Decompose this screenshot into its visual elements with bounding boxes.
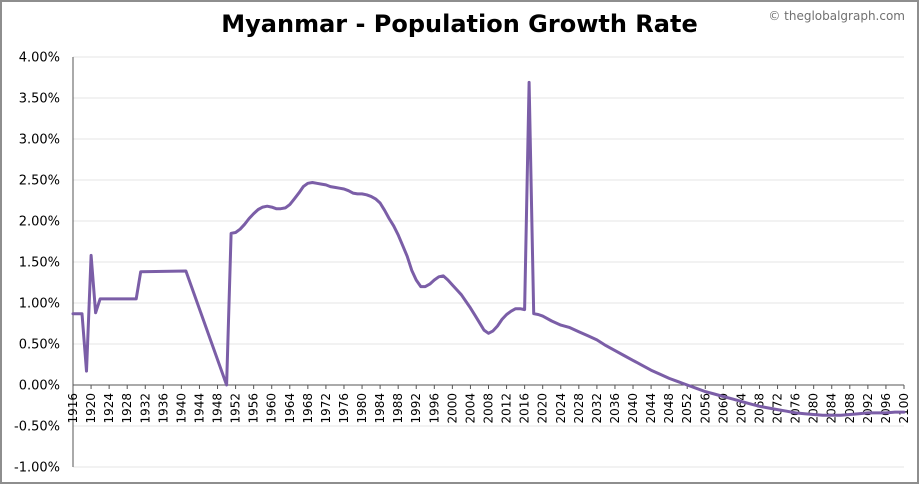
x-tick-label: 2008 (482, 393, 496, 424)
y-tick-label: 2.00% (19, 215, 60, 230)
x-tick-label: 2000 (445, 393, 459, 424)
x-tick-label: 2064 (734, 393, 748, 424)
x-tick-label: 2036 (608, 393, 622, 424)
series-layer (71, 80, 906, 417)
x-tick-label: 1968 (301, 393, 315, 424)
x-tick-label: 1948 (211, 393, 225, 424)
x-tick-label: 1956 (247, 393, 261, 424)
x-tick-label: 1984 (373, 393, 387, 424)
x-tick-label: 2068 (752, 393, 766, 424)
x-tick-label: 2052 (680, 393, 694, 424)
x-tick-label: 1992 (409, 393, 423, 424)
x-tick-label: 1924 (102, 393, 116, 424)
y-tick-label: 3.00% (19, 133, 60, 148)
x-tick-label: 1980 (355, 393, 369, 424)
watermark: © theglobalgraph.com (768, 9, 905, 23)
x-tick-label: 1996 (427, 393, 441, 424)
x-tick-label: 2096 (879, 393, 893, 424)
y-tick-label: -1.00% (14, 461, 60, 476)
x-tick-label: 2076 (789, 393, 803, 424)
y-tick-label: 0.50% (19, 338, 60, 353)
y-tick-label: 4.00% (19, 51, 60, 66)
x-tick-label: 2028 (572, 393, 586, 424)
x-tick-label: 1972 (319, 393, 333, 424)
x-tick-label: 2040 (626, 393, 640, 424)
x-tick-label: 2092 (861, 393, 875, 424)
x-tick-label: 2080 (807, 393, 821, 424)
x-tick-label: 1932 (138, 393, 152, 424)
x-tick-label: 1944 (192, 393, 206, 424)
x-tick-label: 2004 (463, 393, 477, 424)
x-tick-label: 2016 (518, 393, 532, 424)
x-tick-label: 1964 (283, 393, 297, 424)
x-tick-label: 2088 (843, 393, 857, 424)
x-tick-label: 2056 (698, 393, 712, 424)
y-tick-label: 1.00% (19, 297, 60, 312)
y-tick-label: -0.50% (14, 420, 60, 435)
x-tick-label: 2060 (716, 393, 730, 424)
y-tick-label: 2.50% (19, 174, 60, 189)
axes (72, 57, 905, 467)
y-tick-label: 0.00% (19, 379, 60, 394)
y-tick-label: 1.50% (19, 256, 60, 271)
x-tick-label: 1936 (156, 393, 170, 424)
x-tick-label: 2024 (554, 393, 568, 424)
x-tick-label: 2044 (644, 393, 658, 424)
y-axis-tick-labels: 4.00% 3.50% 3.00% 2.50% 2.00% 1.50% 1.00% 0.50%… (14, 51, 60, 476)
x-tick-label: 2020 (536, 393, 550, 424)
x-tick-label: 2084 (825, 393, 839, 424)
y-tick-label: 3.50% (19, 92, 60, 107)
x-tick-label: 1928 (120, 393, 134, 424)
x-tick-label: 2100 (897, 393, 911, 424)
series-line (71, 80, 906, 417)
x-tick-label: 1960 (265, 393, 279, 424)
x-tick-label: 1920 (84, 393, 98, 424)
x-tick-label: 2012 (500, 393, 514, 424)
x-tick-label: 1940 (174, 393, 188, 424)
x-tick-label: 1976 (337, 393, 351, 424)
chart-title: Myanmar - Population Growth Rate (221, 10, 698, 38)
x-tick-label: 1916 (66, 393, 80, 424)
x-tick-label: 1988 (391, 393, 405, 424)
x-tick-label: 2048 (662, 393, 676, 424)
x-tick-label: 1952 (229, 393, 243, 424)
x-tick-label: 2032 (590, 393, 604, 424)
x-axis-tick-labels: 1916 1920 1924 1928 1932 1936 1940 1944 1948 1952… (66, 393, 911, 424)
